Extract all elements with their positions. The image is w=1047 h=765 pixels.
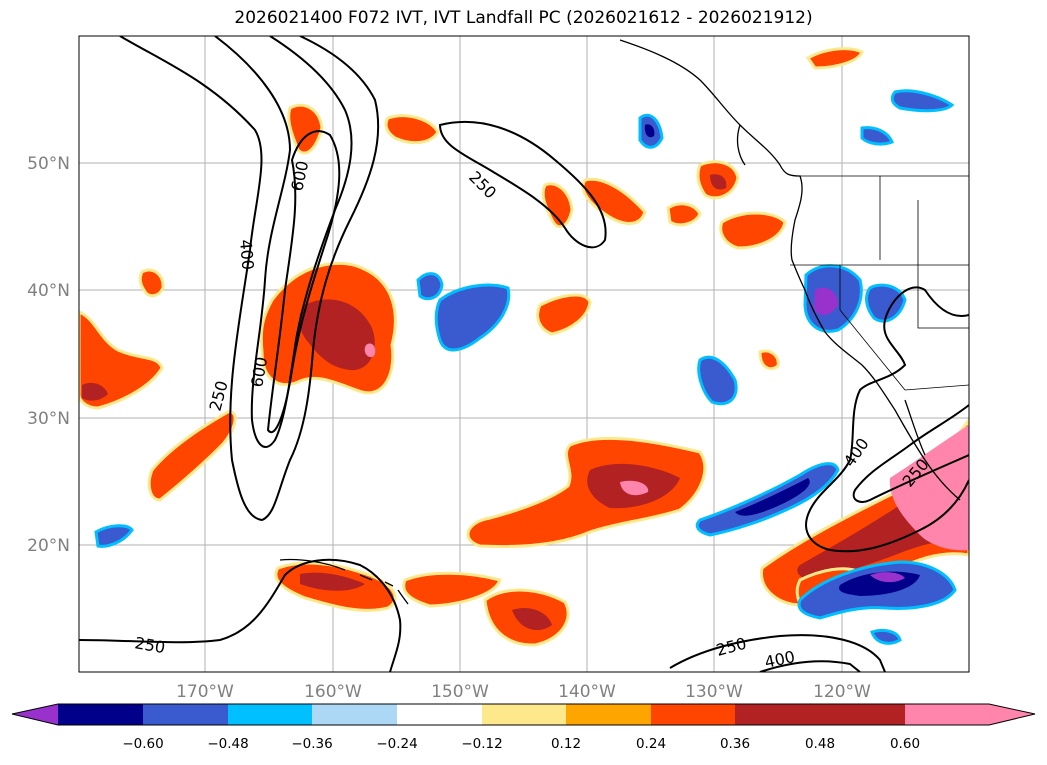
colorbar-ticks: −0.60 −0.48 −0.36 −0.24 −0.12 0.12 0.24 … bbox=[122, 736, 920, 752]
positive-ivt-areas bbox=[79, 47, 969, 647]
colorbar-segment bbox=[651, 704, 735, 725]
colorbar-segment bbox=[397, 704, 482, 725]
contour-400 bbox=[805, 286, 969, 553]
ivt-area bbox=[719, 211, 787, 250]
lon-tick-label: 130°W bbox=[685, 682, 743, 702]
contour-250 bbox=[438, 121, 607, 249]
ivt-area bbox=[697, 355, 738, 406]
contour-250 bbox=[119, 36, 380, 522]
ivt-contours bbox=[79, 36, 969, 672]
colorbar-tick-label: −0.60 bbox=[122, 736, 163, 752]
ivt-area bbox=[865, 283, 907, 323]
coastline-baja bbox=[904, 399, 926, 456]
contour-label: 400 bbox=[236, 239, 258, 271]
ivt-area bbox=[416, 272, 444, 301]
colorbar-segment bbox=[820, 704, 905, 725]
ivt-area bbox=[512, 607, 552, 631]
ivt-area bbox=[581, 177, 647, 225]
colorbar-segment bbox=[482, 704, 566, 725]
ivt-area bbox=[805, 47, 864, 70]
map-plot: 600 400 600 250 250 400 250 250 250 400 bbox=[78, 35, 970, 673]
lon-tick-label: 150°W bbox=[431, 682, 489, 702]
colorbar-segment bbox=[312, 704, 397, 725]
ivt-area bbox=[860, 126, 894, 146]
lat-tick-label: 40°N bbox=[27, 281, 70, 301]
border-state bbox=[839, 265, 906, 391]
coastline-island bbox=[736, 124, 746, 166]
colorbar-tick-label: −0.12 bbox=[461, 736, 502, 752]
coastline-north-america bbox=[619, 39, 961, 501]
colorbar-segment bbox=[143, 704, 228, 725]
ivt-area bbox=[82, 382, 108, 401]
ivt-area bbox=[666, 202, 702, 227]
ivt-area bbox=[287, 103, 324, 155]
ivt-area bbox=[466, 436, 707, 549]
contour-250 bbox=[669, 634, 886, 672]
border-state bbox=[917, 200, 969, 329]
map-frame bbox=[78, 35, 970, 673]
colorbar-extend-max bbox=[989, 704, 1035, 725]
lon-tick-label: 160°W bbox=[304, 682, 362, 702]
lat-axis: 50°N 40°N 30°N 20°N bbox=[27, 154, 70, 556]
ivt-area bbox=[758, 349, 780, 371]
lat-tick-label: 50°N bbox=[27, 154, 70, 174]
contour-400 bbox=[759, 660, 861, 672]
colorbar-segment bbox=[228, 704, 312, 725]
colorbar-segment bbox=[735, 704, 820, 725]
ivt-area bbox=[300, 572, 365, 591]
colorbar-tick-label: 0.24 bbox=[636, 736, 666, 752]
lon-axis: 170°W 160°W 150°W 140°W 130°W 120°W bbox=[176, 682, 871, 702]
colorbar-extend-min bbox=[12, 704, 58, 725]
colorbar-tick-label: 0.48 bbox=[805, 736, 835, 752]
negative-ivt-areas bbox=[94, 89, 957, 645]
lon-tick-label: 120°W bbox=[813, 682, 871, 702]
colorbar-segment bbox=[905, 704, 989, 725]
colorbar-tick-label: 0.12 bbox=[551, 736, 581, 752]
ivt-area bbox=[147, 410, 237, 502]
colorbar-tick-label: 0.36 bbox=[720, 736, 750, 752]
contour-250 bbox=[852, 404, 969, 503]
map-title: 2026021400 F072 IVT, IVT Landfall PC (20… bbox=[234, 8, 813, 28]
ivt-area bbox=[620, 480, 649, 496]
ivt-area bbox=[870, 572, 905, 583]
ivt-area bbox=[536, 293, 592, 336]
ivt-area bbox=[79, 310, 164, 410]
ivt-area bbox=[710, 174, 727, 190]
ivt-area bbox=[94, 524, 134, 548]
colorbar-tick-label: −0.48 bbox=[207, 736, 248, 752]
border-us-mexico bbox=[904, 384, 969, 391]
colorbar-segment bbox=[58, 704, 143, 725]
ivt-area bbox=[735, 478, 810, 516]
ivt-area bbox=[364, 343, 376, 358]
colorbar-tick-label: −0.36 bbox=[291, 736, 332, 752]
lon-tick-label: 170°W bbox=[176, 682, 234, 702]
political-borders bbox=[790, 175, 969, 391]
lat-tick-label: 30°N bbox=[27, 409, 70, 429]
colorbar: −0.60 −0.48 −0.36 −0.24 −0.12 0.12 0.24 … bbox=[11, 703, 1036, 752]
colorbar-tick-label: 0.60 bbox=[890, 736, 920, 752]
colorbar-segment bbox=[566, 704, 651, 725]
colorbar-outline bbox=[11, 703, 1036, 726]
ivt-area bbox=[797, 440, 969, 580]
ivt-area bbox=[890, 89, 955, 113]
contour-600 bbox=[266, 130, 341, 433]
ivt-area bbox=[814, 287, 838, 316]
ivt-area bbox=[138, 268, 165, 298]
ivt-area bbox=[644, 124, 655, 138]
lon-tick-label: 140°W bbox=[558, 682, 616, 702]
lat-tick-label: 20°N bbox=[27, 536, 70, 556]
contour-250 bbox=[79, 558, 402, 672]
ivt-area bbox=[434, 283, 511, 352]
ivt-area bbox=[889, 425, 969, 551]
ivt-area bbox=[870, 628, 902, 645]
ivt-area bbox=[384, 114, 440, 145]
ivt-area bbox=[402, 571, 502, 608]
contour-400 bbox=[214, 36, 353, 448]
colorbar-tick-label: −0.24 bbox=[376, 736, 417, 752]
